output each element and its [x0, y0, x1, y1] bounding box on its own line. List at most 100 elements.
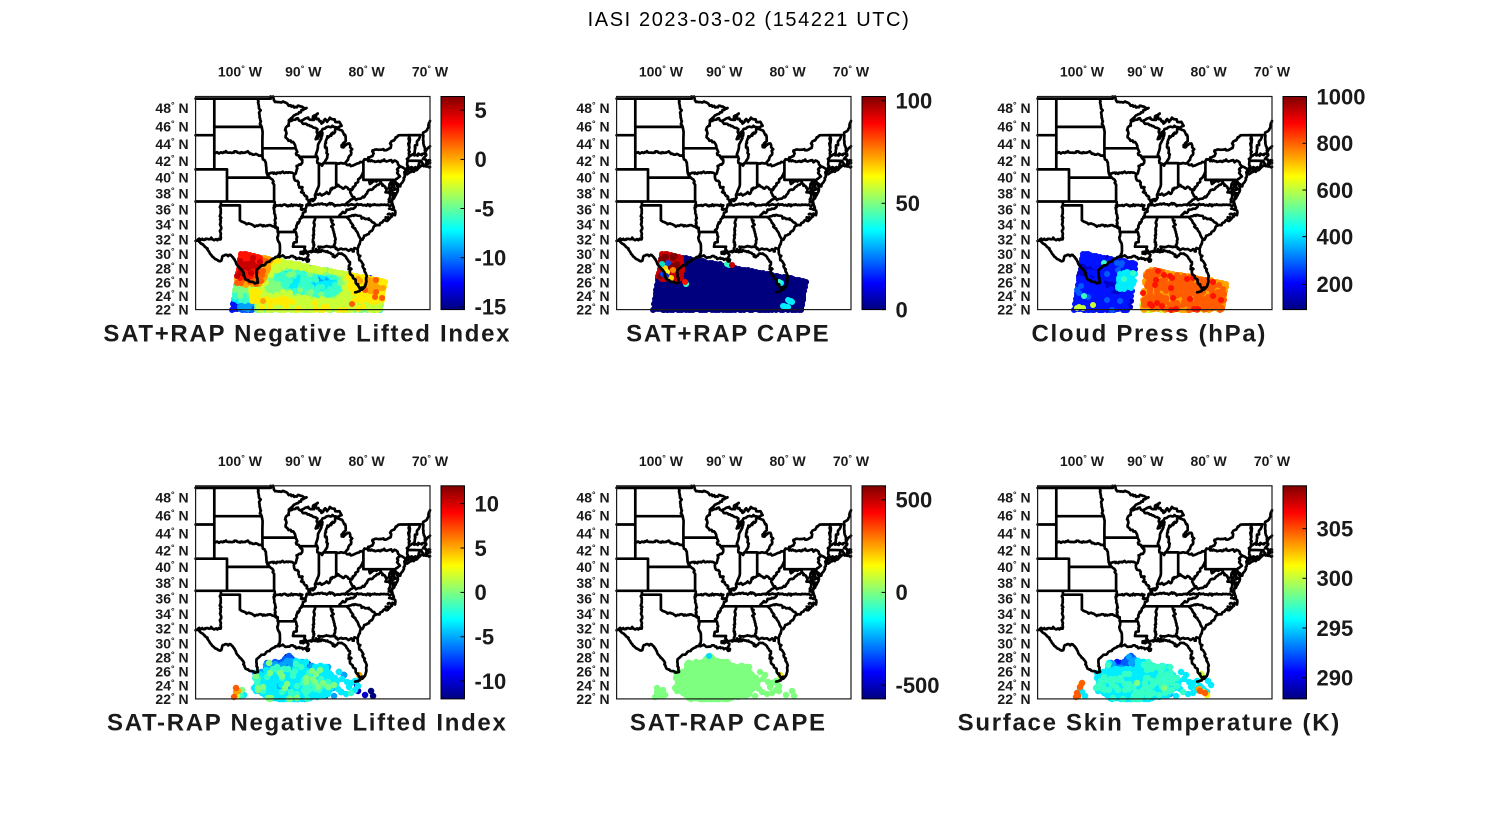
svg-text:80° W: 80° W: [348, 64, 385, 80]
svg-text:32° N: 32° N: [576, 231, 609, 247]
svg-text:SAT+RAP Negative Lifted Index: SAT+RAP Negative Lifted Index: [103, 320, 511, 347]
svg-text:90° W: 90° W: [1127, 453, 1164, 469]
svg-text:Surface Skin Temperature (K): Surface Skin Temperature (K): [958, 710, 1341, 737]
svg-text:40° N: 40° N: [576, 559, 609, 575]
svg-text:48° N: 48° N: [576, 489, 609, 505]
svg-text:500: 500: [896, 488, 933, 513]
svg-text:24° N: 24° N: [576, 288, 609, 304]
svg-text:38° N: 38° N: [576, 186, 609, 202]
svg-text:42° N: 42° N: [997, 542, 1030, 558]
svg-text:44° N: 44° N: [576, 525, 609, 541]
svg-text:24° N: 24° N: [155, 288, 188, 304]
svg-text:48° N: 48° N: [155, 489, 188, 505]
svg-text:34° N: 34° N: [155, 606, 188, 622]
svg-text:36° N: 36° N: [997, 201, 1030, 217]
svg-text:32° N: 32° N: [997, 621, 1030, 637]
svg-text:300: 300: [1317, 566, 1354, 591]
svg-text:42° N: 42° N: [155, 542, 188, 558]
svg-text:80° W: 80° W: [769, 64, 806, 80]
svg-text:32° N: 32° N: [155, 621, 188, 637]
svg-text:26° N: 26° N: [155, 664, 188, 680]
svg-text:40° N: 40° N: [155, 170, 188, 186]
svg-text:Cloud Press (hPa): Cloud Press (hPa): [1031, 320, 1267, 347]
svg-text:10: 10: [475, 491, 499, 516]
svg-text:-5: -5: [475, 196, 495, 221]
svg-text:24° N: 24° N: [155, 677, 188, 693]
svg-text:44° N: 44° N: [155, 525, 188, 541]
svg-text:70° W: 70° W: [1254, 64, 1291, 80]
svg-text:32° N: 32° N: [576, 621, 609, 637]
svg-text:38° N: 38° N: [576, 575, 609, 591]
svg-text:100° W: 100° W: [1060, 453, 1105, 469]
svg-text:46° N: 46° N: [155, 508, 188, 524]
svg-text:100° W: 100° W: [1060, 64, 1105, 80]
svg-text:90° W: 90° W: [285, 64, 322, 80]
svg-text:0: 0: [475, 147, 487, 172]
svg-text:SAT+RAP CAPE: SAT+RAP CAPE: [626, 320, 830, 347]
svg-text:36° N: 36° N: [155, 201, 188, 217]
svg-text:34° N: 34° N: [576, 606, 609, 622]
svg-text:36° N: 36° N: [576, 591, 609, 607]
svg-text:80° W: 80° W: [769, 453, 806, 469]
svg-text:30° N: 30° N: [576, 246, 609, 262]
svg-text:40° N: 40° N: [997, 170, 1030, 186]
svg-text:42° N: 42° N: [576, 542, 609, 558]
svg-text:46° N: 46° N: [155, 118, 188, 134]
svg-text:22° N: 22° N: [997, 302, 1030, 318]
svg-text:26° N: 26° N: [997, 274, 1030, 290]
svg-text:80° W: 80° W: [1190, 453, 1227, 469]
svg-text:24° N: 24° N: [576, 677, 609, 693]
svg-text:44° N: 44° N: [997, 525, 1030, 541]
svg-text:28° N: 28° N: [997, 260, 1030, 276]
svg-text:90° W: 90° W: [285, 453, 322, 469]
svg-text:-5: -5: [475, 625, 495, 650]
svg-text:42° N: 42° N: [997, 153, 1030, 169]
svg-text:600: 600: [1317, 178, 1354, 203]
svg-text:28° N: 28° N: [576, 650, 609, 666]
svg-text:38° N: 38° N: [155, 186, 188, 202]
svg-text:SAT-RAP CAPE: SAT-RAP CAPE: [630, 710, 827, 737]
svg-text:50: 50: [896, 191, 920, 216]
svg-text:90° W: 90° W: [706, 64, 743, 80]
svg-text:26° N: 26° N: [576, 664, 609, 680]
svg-text:100° W: 100° W: [639, 453, 684, 469]
svg-text:305: 305: [1317, 516, 1354, 541]
svg-text:5: 5: [475, 536, 487, 561]
svg-text:22° N: 22° N: [576, 691, 609, 707]
svg-text:30° N: 30° N: [576, 635, 609, 651]
svg-text:70° W: 70° W: [833, 453, 870, 469]
svg-text:44° N: 44° N: [576, 136, 609, 152]
svg-text:48° N: 48° N: [997, 100, 1030, 116]
svg-text:40° N: 40° N: [155, 559, 188, 575]
svg-text:5: 5: [475, 98, 487, 123]
svg-text:48° N: 48° N: [155, 100, 188, 116]
svg-text:295: 295: [1317, 616, 1354, 641]
svg-text:46° N: 46° N: [997, 508, 1030, 524]
svg-text:24° N: 24° N: [997, 677, 1030, 693]
svg-text:28° N: 28° N: [576, 260, 609, 276]
svg-text:48° N: 48° N: [576, 100, 609, 116]
svg-text:80° W: 80° W: [348, 453, 385, 469]
svg-text:30° N: 30° N: [155, 246, 188, 262]
svg-text:22° N: 22° N: [155, 302, 188, 318]
svg-text:IASI 2023-03-02 (154221 UTC): IASI 2023-03-02 (154221 UTC): [588, 9, 911, 31]
svg-text:70° W: 70° W: [1254, 453, 1291, 469]
svg-text:30° N: 30° N: [997, 246, 1030, 262]
svg-text:290: 290: [1317, 666, 1354, 691]
svg-text:100° W: 100° W: [218, 453, 263, 469]
svg-text:-15: -15: [475, 295, 507, 320]
svg-text:32° N: 32° N: [997, 231, 1030, 247]
svg-text:28° N: 28° N: [155, 260, 188, 276]
svg-text:400: 400: [1317, 224, 1354, 249]
svg-text:26° N: 26° N: [576, 274, 609, 290]
svg-text:30° N: 30° N: [155, 635, 188, 651]
svg-text:36° N: 36° N: [576, 201, 609, 217]
svg-text:48° N: 48° N: [997, 489, 1030, 505]
svg-text:38° N: 38° N: [997, 186, 1030, 202]
svg-text:70° W: 70° W: [833, 64, 870, 80]
svg-text:0: 0: [896, 580, 908, 605]
svg-text:26° N: 26° N: [997, 664, 1030, 680]
svg-text:44° N: 44° N: [155, 136, 188, 152]
svg-text:800: 800: [1317, 131, 1354, 156]
svg-text:100° W: 100° W: [639, 64, 684, 80]
